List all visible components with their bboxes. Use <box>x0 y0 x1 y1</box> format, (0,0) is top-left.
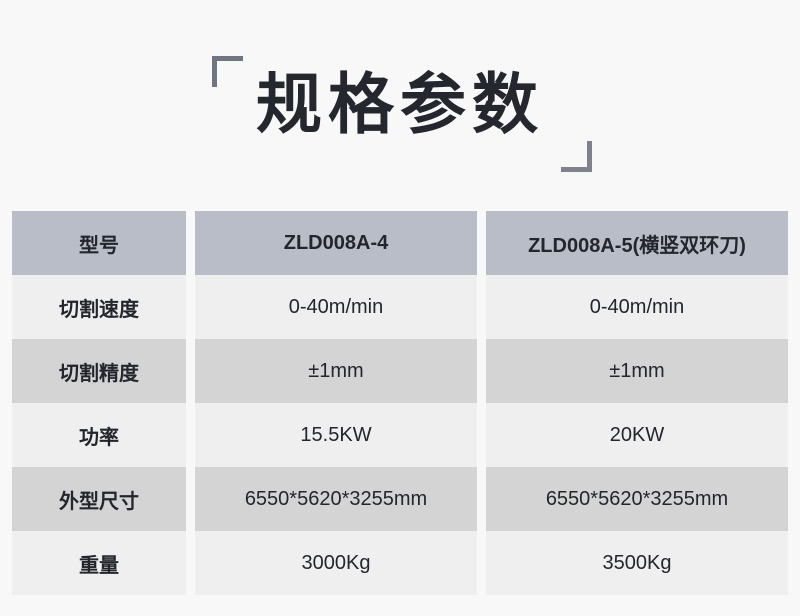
row-value-a: 3000Kg <box>195 531 477 595</box>
row-label: 切割速度 <box>12 275 186 339</box>
header-model-b: ZLD008A-5(横竖双环刀) <box>486 211 788 275</box>
header-label-model: 型号 <box>12 211 186 275</box>
table-row-cutting-speed: 切割速度 0-40m/min 0-40m/min <box>12 275 788 339</box>
row-value-a: 0-40m/min <box>195 275 477 339</box>
row-label: 功率 <box>12 403 186 467</box>
corner-bracket-top-left-icon <box>212 56 243 87</box>
row-label: 外型尺寸 <box>12 467 186 531</box>
row-value-a: 6550*5620*3255mm <box>195 467 477 531</box>
page-title: 规格参数 <box>256 67 544 141</box>
table-header-row: 型号 ZLD008A-4 ZLD008A-5(横竖双环刀) <box>12 211 788 275</box>
table-row-dimensions: 外型尺寸 6550*5620*3255mm 6550*5620*3255mm <box>12 467 788 531</box>
row-value-b: 0-40m/min <box>486 275 788 339</box>
row-value-b: 20KW <box>486 403 788 467</box>
corner-bracket-bottom-right-icon <box>561 141 592 172</box>
table-row-cutting-accuracy: 切割精度 ±1mm ±1mm <box>12 339 788 403</box>
title-block: 规格参数 <box>0 0 800 211</box>
row-label: 切割精度 <box>12 339 186 403</box>
row-value-b: ±1mm <box>486 339 788 403</box>
row-value-a: 15.5KW <box>195 403 477 467</box>
table-row-power: 功率 15.5KW 20KW <box>12 403 788 467</box>
row-value-b: 3500Kg <box>486 531 788 595</box>
row-value-b: 6550*5620*3255mm <box>486 467 788 531</box>
row-label: 重量 <box>12 531 186 595</box>
table-row-weight: 重量 3000Kg 3500Kg <box>12 531 788 595</box>
spec-table: 型号 ZLD008A-4 ZLD008A-5(横竖双环刀) 切割速度 0-40m… <box>12 211 788 595</box>
header-model-a: ZLD008A-4 <box>195 211 477 275</box>
row-value-a: ±1mm <box>195 339 477 403</box>
